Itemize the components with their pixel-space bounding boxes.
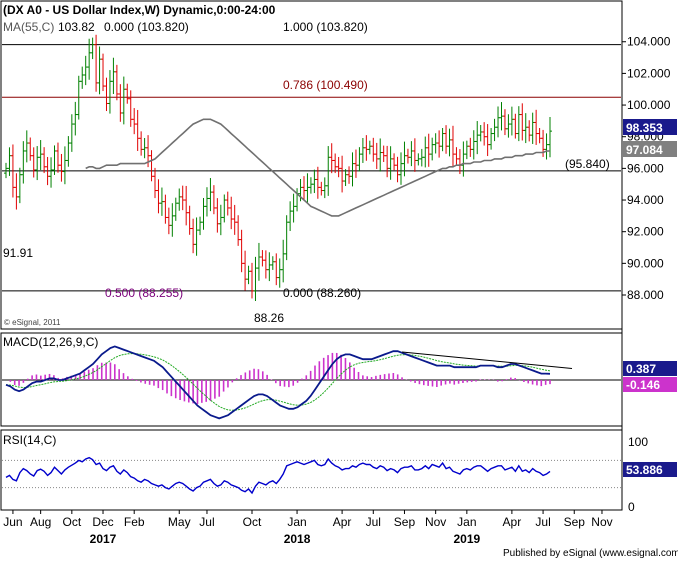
month-label: Dec <box>92 515 113 529</box>
rsi-label: RSI(14,C) <box>3 433 56 447</box>
time-axis: Jun Aug Oct Dec Feb May Jul Oct Jan Apr Jul Sep Nov J… <box>3 510 613 546</box>
rsi-lower-tick: 0 <box>628 500 635 514</box>
macd-signal-line <box>5 353 551 411</box>
month-label: Nov <box>425 515 446 529</box>
current-price-value: 98.353 <box>626 121 663 135</box>
price-bars <box>4 34 552 302</box>
year-label: 2017 <box>90 532 117 546</box>
macd-trendline <box>401 351 573 369</box>
price-tick-label: 104.000 <box>627 35 671 49</box>
macd-series <box>2 345 621 420</box>
year-label: 2019 <box>453 532 480 546</box>
rsi-series <box>2 456 621 495</box>
month-label: Sep <box>564 515 586 529</box>
price-axis-ticks: 104.000102.000100.00098.00096.00094.0009… <box>622 35 671 302</box>
macd-hist-value: -0.146 <box>626 378 660 392</box>
rsi-upper-tick: 100 <box>628 435 648 449</box>
high-label: 103.82 <box>58 20 95 34</box>
price-tick-label: 92.000 <box>627 225 664 239</box>
rsi-line <box>5 456 551 495</box>
month-label: Oct <box>243 515 262 529</box>
month-label: Jul <box>366 515 381 529</box>
published-by: Published by eSignal (www.esignal.com) <box>503 548 678 559</box>
month-label: Sep <box>394 515 416 529</box>
price-tick-label: 88.000 <box>627 288 664 302</box>
macd-value-badge <box>623 361 677 376</box>
left-label: 91.91 <box>3 246 33 260</box>
month-label: Jan <box>287 515 306 529</box>
macd-hist-badge <box>623 377 677 392</box>
copyright-label: © eSignal, 2011 <box>4 318 61 327</box>
month-label: Nov <box>591 515 612 529</box>
rsi-value-badge <box>623 462 677 477</box>
chart-title: (DX A0 - US Dollar Index,W) Dynamic,0:00… <box>3 3 276 17</box>
current-ma-value: 97.084 <box>626 143 663 157</box>
current-ma-badge <box>623 141 677 157</box>
month-label: Jul <box>535 515 550 529</box>
ma-label: MA(55,C) <box>3 20 54 34</box>
moving-average <box>85 118 550 217</box>
macd-line <box>5 345 551 420</box>
month-label: Apr <box>333 515 352 529</box>
fib050-label: 0.500 (88.255) <box>105 286 183 300</box>
macd-label: MACD(12,26,9,C) <box>3 335 98 349</box>
month-label: Jul <box>199 515 214 529</box>
fib0-high-label: 0.000 (103.820) <box>104 20 189 34</box>
year-label: 2018 <box>284 532 311 546</box>
fib786-label: 0.786 (100.490) <box>283 78 368 92</box>
support-label: (95.840) <box>565 157 610 171</box>
price-tick-label: 94.000 <box>627 193 664 207</box>
month-label: Apr <box>503 515 522 529</box>
price-tick-label: 90.000 <box>627 256 664 270</box>
ma55-line <box>85 118 550 217</box>
rsi-value: 53.886 <box>626 463 663 477</box>
fib0-low-label: 0.000 (88.260) <box>283 286 361 300</box>
price-levels <box>2 44 621 292</box>
price-tick-label: 102.000 <box>627 66 671 80</box>
price-tick-label: 96.000 <box>627 161 664 175</box>
current-price-badge <box>623 119 677 135</box>
month-label: Jan <box>457 515 476 529</box>
fib1-label: 1.000 (103.820) <box>283 20 368 34</box>
macd-value: 0.387 <box>626 362 656 376</box>
month-label: Feb <box>124 515 145 529</box>
low-label: 88.26 <box>254 311 284 325</box>
month-label: Jun <box>3 515 22 529</box>
month-label: May <box>168 515 191 529</box>
month-label: Aug <box>30 515 51 529</box>
month-label: Oct <box>62 515 81 529</box>
price-tick-label: 100.000 <box>627 98 671 112</box>
